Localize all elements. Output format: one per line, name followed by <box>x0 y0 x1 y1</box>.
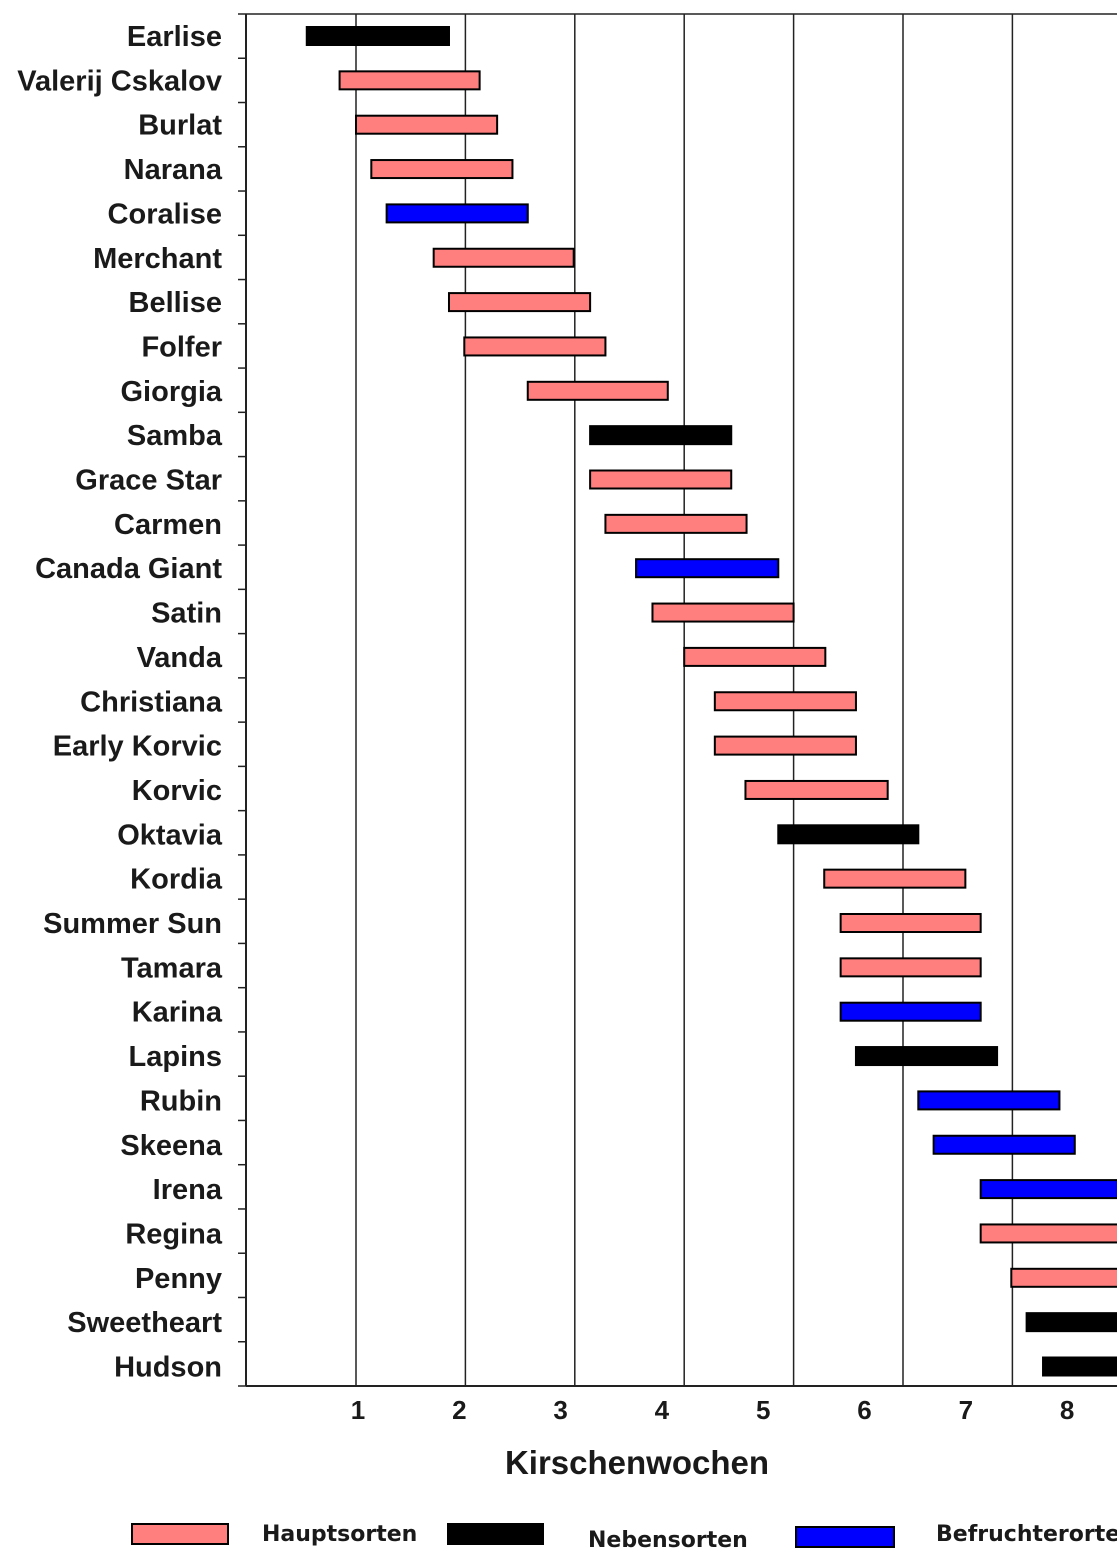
bar-earlise <box>305 26 450 46</box>
category-label: Lapins <box>129 1041 222 1073</box>
bar-sweetheart <box>1025 1312 1117 1333</box>
category-label: Folfer <box>141 331 222 363</box>
bar-samba <box>589 425 733 446</box>
x-tick-label: 2 <box>452 1395 466 1425</box>
category-label: Valerij Cskalov <box>17 65 222 97</box>
category-label: Grace Star <box>75 465 222 497</box>
x-tick-label: 4 <box>655 1395 670 1425</box>
category-label: Samba <box>127 420 223 452</box>
bar-lapins <box>854 1046 999 1067</box>
category-labels: Earlise Valerij Cskalov Burlat Narana Corali… <box>17 21 223 1384</box>
category-label: Hudson <box>114 1352 222 1384</box>
category-label: Bellise <box>129 287 223 319</box>
category-label: Carmen <box>114 509 222 541</box>
legend-swatch <box>447 1523 544 1545</box>
x-tick-label: 7 <box>959 1395 973 1425</box>
category-label: Canada Giant <box>35 553 222 585</box>
bar-skeena <box>932 1134 1076 1155</box>
x-axis-title: Kirschenwochen <box>505 1444 769 1481</box>
category-label: Regina <box>125 1218 223 1250</box>
category-label: Karina <box>132 997 223 1029</box>
category-label: Kordia <box>130 864 223 896</box>
category-label: Summer Sun <box>43 908 222 940</box>
category-label: Giorgia <box>120 376 222 408</box>
x-tick-label: 5 <box>756 1395 770 1425</box>
bar-satin <box>651 602 795 623</box>
bar-hudson <box>1042 1356 1117 1377</box>
bars <box>305 26 1117 1377</box>
category-label: Early Korvic <box>53 731 222 763</box>
x-tick-label: 8 <box>1060 1395 1074 1425</box>
legend-label: Hauptsorten <box>262 1522 417 1547</box>
bar-burlat <box>355 114 499 135</box>
category-label: Earlise <box>127 21 222 53</box>
bar-oktavia <box>777 824 920 845</box>
bar-kordia <box>823 868 967 889</box>
category-label: Narana <box>124 154 223 186</box>
x-tick-labels: 1 2 3 4 5 6 7 8 <box>351 1395 1075 1425</box>
bar-canada-giant <box>635 558 780 579</box>
bar-narana <box>370 159 514 180</box>
category-label: Sweetheart <box>67 1307 222 1339</box>
legend-swatch <box>131 1523 229 1545</box>
bar-merchant <box>432 247 575 268</box>
category-label: Christiana <box>80 686 223 718</box>
bar-coralise <box>385 203 529 224</box>
category-label: Merchant <box>93 243 222 275</box>
bar-karina <box>839 1001 982 1022</box>
bar-summer-sun <box>839 913 982 933</box>
bar-bellise <box>447 292 592 313</box>
bar-korvic <box>744 779 889 800</box>
x-tick-label: 3 <box>553 1395 567 1425</box>
bar-vanda <box>683 646 827 667</box>
x-tick-label: 1 <box>351 1395 365 1425</box>
bar-christiana <box>713 691 857 712</box>
category-label: Coralise <box>108 198 222 230</box>
category-label: Skeena <box>120 1130 222 1162</box>
legend-swatch <box>795 1526 895 1548</box>
legend-label: Nebensorten <box>588 1528 748 1549</box>
x-tick-label: 6 <box>857 1395 871 1425</box>
bar-carmen <box>604 513 748 534</box>
legend-label: Befruchterorten <box>936 1522 1117 1547</box>
category-label: Vanda <box>137 642 223 674</box>
legend: Hauptsorten Nebensorten Befruchterorten <box>131 1522 1117 1549</box>
bar-penny <box>1010 1267 1117 1288</box>
bar-irena <box>979 1179 1117 1200</box>
bar-folfer <box>463 336 607 357</box>
category-label: Burlat <box>138 110 222 142</box>
bar-grace-star <box>589 469 733 490</box>
bar-giorgia <box>526 380 669 401</box>
category-label: Satin <box>151 598 222 630</box>
category-label: Irena <box>153 1174 223 1206</box>
category-label: Rubin <box>140 1085 222 1117</box>
axes <box>238 13 1117 1387</box>
bar-valerij-cskalov <box>338 70 481 91</box>
bar-early-korvic <box>713 735 857 756</box>
category-label: Oktavia <box>117 819 223 851</box>
category-label: Penny <box>135 1263 222 1295</box>
category-label: Korvic <box>132 775 222 807</box>
bar-regina <box>979 1223 1117 1244</box>
bar-rubin <box>917 1090 1061 1111</box>
bar-tamara <box>839 957 982 978</box>
category-label: Tamara <box>121 952 223 984</box>
